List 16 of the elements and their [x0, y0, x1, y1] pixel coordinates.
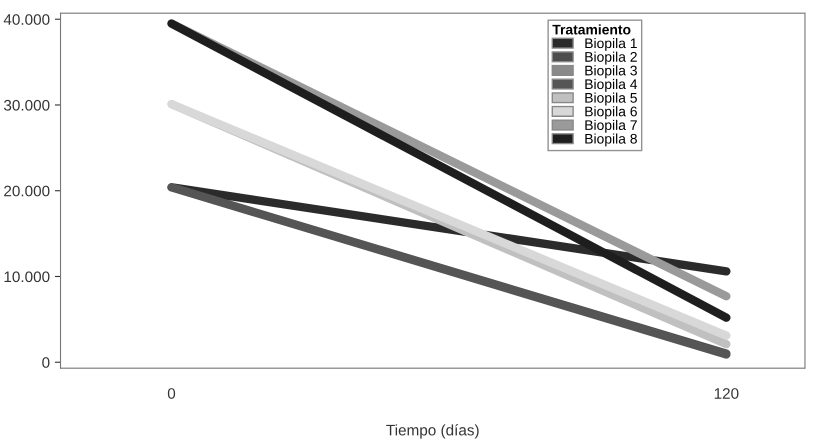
legend-label: Biopila 2	[585, 52, 637, 65]
legend-label: Biopila 7	[585, 120, 637, 133]
legend-label: Biopila 4	[585, 78, 638, 92]
x-axis-title: Tiempo (días)	[386, 424, 479, 439]
y-tick-label: 0	[42, 357, 50, 368]
legend-label: Biopila 3	[585, 65, 637, 78]
y-tick-label: 30.000	[4, 100, 50, 111]
legend-title: Tratamiento	[552, 24, 630, 35]
legend-label: Biopila 6	[585, 106, 637, 120]
y-tick-label: 10.000	[4, 271, 50, 282]
x-tick-label: 120	[714, 388, 738, 399]
y-tick-label: 20.000	[4, 186, 50, 196]
legend-label: Biopila 1	[585, 38, 637, 51]
legend-label: Biopila 8	[585, 133, 637, 146]
y-tick-label: 40.000	[4, 14, 50, 25]
legend-label: Biopila 5	[585, 92, 637, 106]
